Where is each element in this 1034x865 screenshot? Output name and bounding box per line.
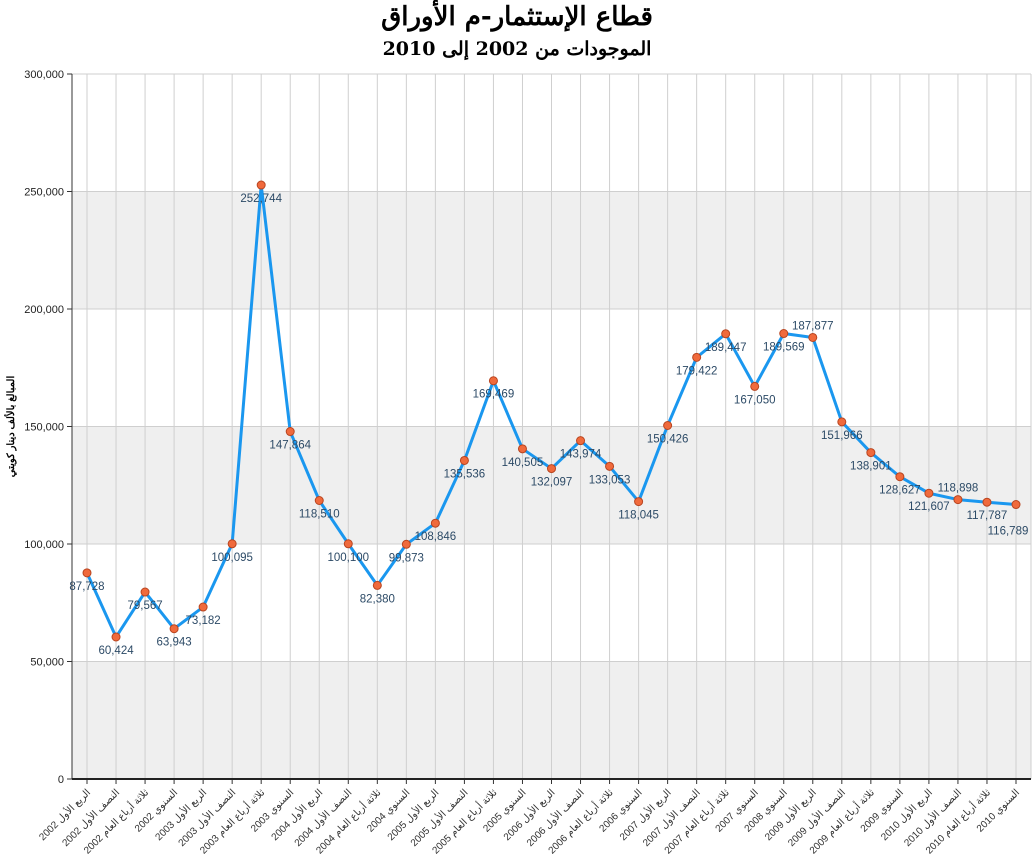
data-label: 100,100 <box>327 552 369 564</box>
data-point <box>111 632 121 642</box>
data-point <box>808 332 818 342</box>
y-tick-label: 300,000 <box>24 69 64 81</box>
data-point <box>198 602 208 612</box>
data-label: 118,045 <box>618 510 659 522</box>
data-label: 189,447 <box>705 342 747 354</box>
data-label: 147,864 <box>269 440 311 452</box>
data-point <box>866 448 876 458</box>
data-label: 167,050 <box>734 394 776 406</box>
data-label: 252,744 <box>240 193 282 205</box>
chart-title: قطاع الإستثمار-م الأوراق <box>381 2 653 32</box>
x-tick-label: الربع الأول 2006 <box>501 787 557 843</box>
data-label: 87,728 <box>69 581 104 593</box>
data-point <box>895 472 905 482</box>
data-point <box>982 497 992 507</box>
data-point <box>488 376 498 386</box>
x-tick-label: الربع الأول 2005 <box>385 787 441 843</box>
data-label: 179,422 <box>676 365 718 377</box>
data-point <box>837 417 847 427</box>
data-point <box>314 496 324 506</box>
data-point <box>634 497 644 507</box>
data-point <box>256 180 266 190</box>
data-point <box>576 436 586 446</box>
data-point <box>692 352 702 362</box>
data-point <box>372 580 382 590</box>
y-tick-label: 0 <box>58 774 64 786</box>
data-point <box>227 539 237 549</box>
chart-subtitle: الموجودات من 2002 إلى 2010 <box>382 38 652 60</box>
x-tick-label: الربع الأول 2002 <box>37 787 93 843</box>
data-point <box>721 329 731 339</box>
x-tick-label: الربع الأول 2003 <box>153 787 209 843</box>
y-tick-label: 100,000 <box>24 539 64 551</box>
data-label: 128,627 <box>879 485 921 497</box>
data-point <box>459 455 469 465</box>
data-point <box>430 518 440 528</box>
x-tick-label: الربع الأول 2010 <box>879 787 935 843</box>
data-label: 117,787 <box>967 510 1008 522</box>
y-tick-label: 250,000 <box>24 187 64 199</box>
data-point <box>343 539 353 549</box>
data-label: 118,510 <box>299 509 340 521</box>
x-tick-label: الربع الأول 2004 <box>269 787 325 843</box>
data-point <box>605 461 615 471</box>
data-label: 79,567 <box>127 600 162 612</box>
data-label: 82,380 <box>360 593 395 605</box>
data-point <box>663 420 673 430</box>
data-label: 169,469 <box>473 389 515 401</box>
data-point <box>517 444 527 454</box>
x-tick-label: الربع الأول 2009 <box>762 787 818 843</box>
x-tick-label: الربع الأول 2007 <box>617 787 673 843</box>
data-label: 143,974 <box>560 449 602 461</box>
data-label: 73,182 <box>186 615 221 627</box>
data-point <box>779 329 789 339</box>
data-label: 151,966 <box>821 430 863 442</box>
data-label: 189,569 <box>763 342 805 354</box>
y-tick-label: 150,000 <box>24 422 64 434</box>
data-point <box>924 488 934 498</box>
data-label: 100,095 <box>211 552 253 564</box>
data-label: 116,789 <box>988 526 1029 538</box>
data-point <box>401 539 411 549</box>
data-point <box>82 568 92 578</box>
data-point <box>547 464 556 474</box>
data-point <box>750 381 760 391</box>
data-label: 63,943 <box>157 637 192 649</box>
data-label: 132,097 <box>531 477 573 489</box>
y-tick-label: 200,000 <box>24 304 64 316</box>
data-label: 133,053 <box>589 474 631 486</box>
data-label: 135,536 <box>444 468 486 480</box>
data-point <box>953 495 963 505</box>
data-label: 121,607 <box>908 501 950 513</box>
data-label: 150,426 <box>647 433 689 445</box>
data-point <box>1011 500 1021 510</box>
data-label: 138,901 <box>850 461 892 473</box>
y-axis-label: المبالغ بالألف دينار كويتي <box>5 376 17 478</box>
data-label: 99,873 <box>389 552 424 564</box>
data-label: 118,898 <box>938 483 979 495</box>
data-label: 187,877 <box>792 320 834 332</box>
data-label: 60,424 <box>98 645 134 657</box>
data-point <box>285 427 295 437</box>
data-label: 140,505 <box>502 457 544 469</box>
data-label: 108,846 <box>415 531 457 543</box>
data-point <box>169 624 179 634</box>
y-tick-label: 50,000 <box>30 657 64 669</box>
data-point <box>140 587 150 597</box>
